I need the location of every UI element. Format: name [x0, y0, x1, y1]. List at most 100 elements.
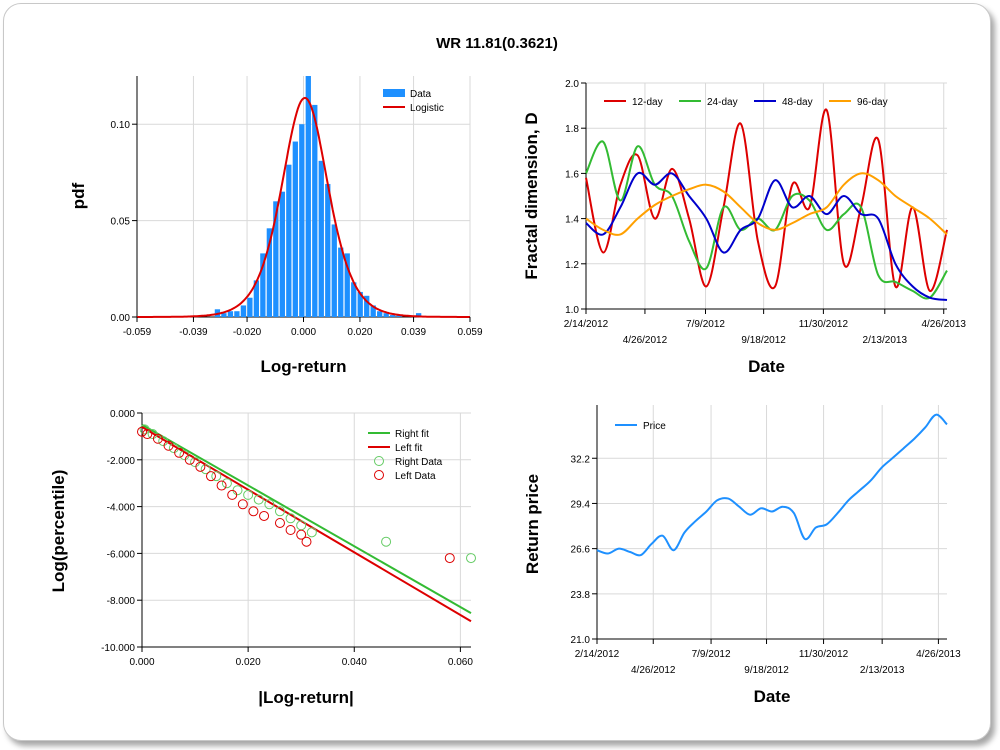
data-point-left-data	[195, 461, 206, 472]
x-tick-label: 0.020	[236, 657, 261, 668]
legend-label: 96-day	[857, 97, 888, 108]
histogram-bar	[240, 305, 247, 317]
x-tick-label: 0.000	[129, 657, 154, 668]
y-tick-label: 26.6	[571, 545, 591, 556]
tail-fit-panel: 0.000 0.020 0.040 0.060 0.000 -2.000 -4.000 -6.…	[49, 409, 476, 707]
x-tick-label: 2/13/2013	[860, 665, 905, 676]
price-panel: Price 2/14/2012 7/9/2012 11/30/2012 4/26/201…	[523, 405, 961, 706]
y-tick-label: -2.000	[107, 456, 136, 467]
data-point-left-data	[205, 471, 216, 482]
histogram-bar	[273, 201, 279, 317]
histogram-bar	[292, 141, 298, 317]
histogram-bar	[344, 253, 350, 317]
data-point-left-data	[285, 525, 296, 535]
y-axis-label: Return price	[523, 474, 542, 574]
data-point-left-data	[301, 536, 312, 547]
data-point-right-data	[466, 553, 476, 564]
x-axis-label: |Log-return|	[258, 688, 353, 707]
legend-label: 12-day	[632, 97, 663, 108]
y-tick-label: 32.2	[571, 454, 591, 465]
y-tick-label: 0.05	[111, 217, 131, 228]
histogram-bar	[364, 295, 370, 317]
data-point-left-data	[142, 429, 153, 440]
y-tick-label: 1.4	[565, 215, 579, 226]
fit-line-right-fit	[141, 423, 472, 614]
y-axis-label: pdf	[69, 182, 88, 209]
histogram-bar	[338, 247, 344, 317]
histogram-bar	[357, 291, 363, 317]
data-point-left-data	[274, 517, 285, 528]
histogram-bar	[396, 315, 402, 317]
x-tick-label: 0.060	[448, 657, 473, 668]
x-tick-label: 2/14/2012	[564, 319, 609, 330]
legend-swatch	[374, 470, 384, 480]
legend-label: Left Data	[395, 471, 436, 482]
x-tick-label: 0.000	[291, 327, 316, 338]
x-tick-label: 11/30/2012	[799, 319, 849, 330]
x-tick-label: 4/26/2013	[916, 649, 961, 660]
histogram-panel: -0.059 -0.039 -0.020 0.000 0.020 0.039 0.059 0.…	[69, 76, 483, 376]
data-point-right-data	[211, 471, 222, 482]
legend-label: Left fit	[395, 443, 422, 454]
data-point-right-data	[221, 478, 232, 489]
y-tick-label: 1.8	[565, 124, 579, 135]
fit-line-left-fit	[141, 426, 472, 623]
y-tick-label: -4.000	[107, 503, 136, 514]
legend-label: 48-day	[782, 97, 813, 108]
chart-frame	[3, 3, 991, 741]
histogram-bar	[351, 282, 357, 317]
histogram-bar	[305, 76, 311, 317]
histogram-bar	[325, 183, 331, 317]
histogram-bar	[299, 124, 305, 317]
series-line-price	[596, 413, 948, 557]
histogram-bar	[260, 253, 266, 317]
x-tick-label: 2/13/2013	[863, 335, 908, 346]
y-tick-label: 2.0	[565, 79, 579, 90]
legend-label: Right Data	[395, 457, 443, 468]
histogram-bar	[227, 311, 234, 317]
x-tick-label: -0.059	[123, 327, 152, 338]
chart-title: WR 11.81(0.3621)	[436, 35, 558, 52]
legend-swatch-data	[383, 89, 405, 97]
legend-label: 24-day	[707, 97, 738, 108]
histogram-bar	[253, 280, 260, 317]
y-tick-label: -8.000	[107, 596, 136, 607]
y-tick-label: -6.000	[107, 549, 136, 560]
data-point-right-data	[264, 499, 275, 510]
data-point-left-data	[227, 489, 238, 500]
data-point-right-data	[285, 513, 296, 524]
y-tick-label: 29.4	[571, 499, 591, 510]
data-point-left-data	[296, 529, 307, 540]
data-point-left-data	[237, 499, 248, 510]
x-tick-label: -0.039	[179, 327, 208, 338]
y-axis-label: Fractal dimension, D	[522, 112, 541, 279]
data-point-right-data	[306, 527, 317, 538]
y-tick-label: 23.8	[571, 590, 591, 601]
y-tick-label: 0.000	[110, 409, 135, 420]
data-point-left-data	[163, 440, 174, 451]
data-point-right-data	[200, 464, 211, 475]
x-axis-label: Log-return	[261, 357, 347, 376]
histogram-bar	[221, 313, 227, 317]
data-point-left-data	[216, 480, 227, 491]
data-point-right-data	[381, 536, 392, 547]
y-tick-label: 1.0	[565, 305, 579, 316]
x-tick-label: 0.020	[347, 327, 372, 338]
data-point-right-data	[243, 489, 254, 500]
y-axis-label: Log(percentile)	[49, 470, 68, 593]
x-axis-label: Date	[748, 357, 785, 376]
x-tick-label: -0.020	[233, 327, 262, 338]
histogram-bar	[247, 297, 253, 317]
data-point-right-data	[253, 494, 264, 505]
x-tick-label: 7/9/2012	[686, 319, 725, 330]
x-tick-label: 4/26/2013	[921, 319, 966, 330]
x-tick-label: 9/18/2012	[744, 665, 789, 676]
y-tick-label: 0.00	[111, 313, 131, 324]
series-line-48-day	[585, 171, 948, 301]
x-tick-label: 9/18/2012	[741, 335, 786, 346]
data-point-right-data	[139, 424, 150, 435]
histogram-bar	[266, 228, 272, 317]
histogram-bar	[286, 164, 292, 317]
x-axis-label: Date	[754, 687, 791, 706]
legend-label-data: Data	[410, 89, 432, 100]
